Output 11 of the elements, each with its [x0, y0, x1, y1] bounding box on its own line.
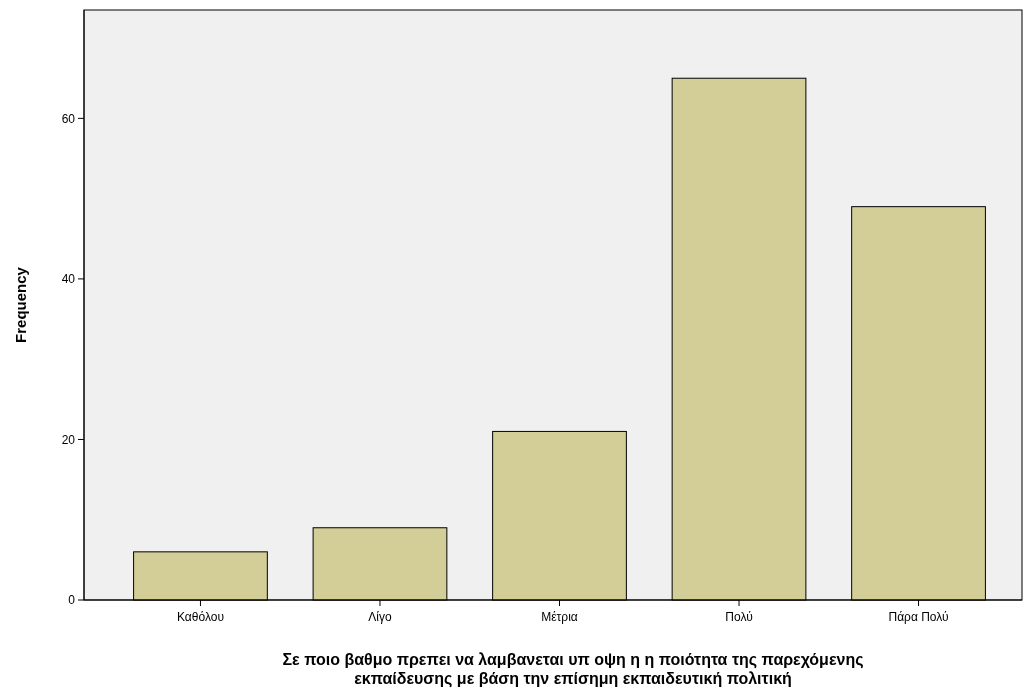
x-axis-title: Σε ποιο βαθμο πρεπει να λαμβανεται υπ οψη η η ποιότητα της παρεχόμενης εκπαίδευσης με βάση την επίσημη εκπαιδευτική πολιτική: [282, 651, 864, 688]
x-tick-label: Πάρα Πολύ: [888, 610, 949, 624]
y-tick-label: 60: [61, 111, 76, 126]
x-tick-label: Καθόλου: [176, 610, 224, 624]
y-tick-label: 20: [61, 432, 76, 447]
x-tick-label: Λίγο: [368, 610, 392, 624]
y-tick-label: 40: [61, 272, 76, 287]
y-tick-label: 0: [68, 593, 76, 608]
x-tick-label: Μέτρια: [541, 610, 578, 624]
x-tick-label: Πολύ: [725, 610, 753, 624]
y-axis-title: Frequency: [12, 266, 29, 343]
